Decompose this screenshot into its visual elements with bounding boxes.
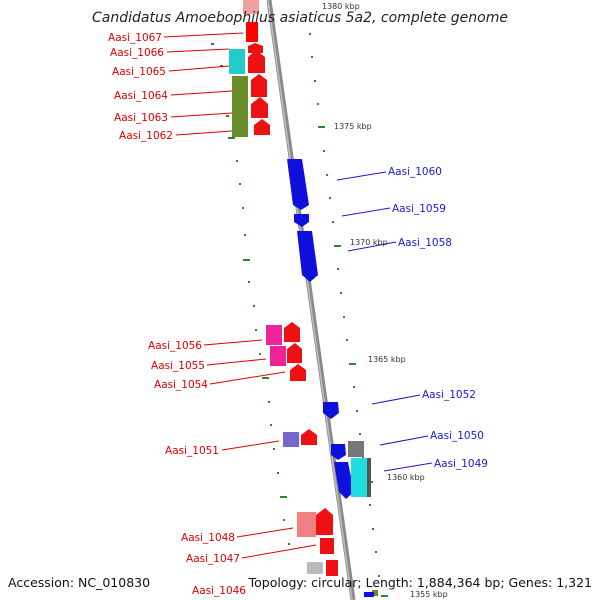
gene-block: [254, 119, 270, 135]
gene-block: [323, 402, 339, 419]
gene-block: [284, 322, 300, 342]
gene-label[interactable]: Aasi_1066: [110, 47, 164, 59]
gene-label[interactable]: Aasi_1058: [398, 237, 452, 249]
forward-genes: [229, 0, 338, 576]
reverse-genes: [287, 159, 378, 597]
gene-block: [297, 231, 318, 282]
gene-label[interactable]: Aasi_1047: [186, 553, 240, 565]
gene-block: [301, 429, 317, 445]
left-labels: Aasi_1067 Aasi_1066 Aasi_1065 Aasi_1064 …: [108, 32, 246, 597]
gene-block: [248, 43, 263, 53]
gene-block: [290, 364, 306, 381]
gene-block: [248, 50, 265, 73]
scale-label: 1380 kbp: [322, 2, 360, 11]
topology-label: Topology: circular; Length: 1,884,364 bp…: [248, 575, 592, 590]
scale-label: 1375 kbp: [334, 122, 372, 131]
scale-label: 1365 kbp: [368, 355, 406, 364]
outer-ticks: [309, 33, 388, 597]
gene-block: [326, 560, 338, 576]
gene-block: [331, 444, 346, 460]
gene-block: [232, 76, 248, 137]
gene-block: [316, 508, 333, 535]
gene-block: [294, 214, 309, 227]
left-connectors: [163, 32, 317, 559]
gene-block: [270, 346, 286, 366]
right-connectors: [336, 171, 433, 472]
gene-block: [348, 441, 364, 457]
gene-block: [251, 97, 268, 118]
scale-label: 1360 kbp: [387, 473, 425, 482]
gene-label[interactable]: Aasi_1048: [181, 532, 235, 544]
gene-label[interactable]: Aasi_1054: [154, 379, 208, 391]
scale-label: 1370 kbp: [350, 238, 388, 247]
gene-block: [297, 512, 316, 537]
gene-block: [266, 325, 282, 345]
accession-label: Accession: NC_010830: [8, 575, 151, 590]
gene-label[interactable]: Aasi_1067: [108, 32, 162, 44]
gene-block: [364, 592, 374, 597]
gene-block: [351, 458, 369, 497]
gene-label[interactable]: Aasi_1055: [151, 360, 205, 372]
gene-label[interactable]: Aasi_1064: [114, 90, 168, 102]
gene-block: [243, 0, 259, 14]
gene-block: [372, 590, 378, 596]
gene-block: [287, 159, 309, 210]
gene-label[interactable]: Aasi_1049: [434, 458, 488, 470]
gene-label[interactable]: Aasi_1052: [422, 389, 476, 401]
gene-block: [320, 538, 334, 554]
scale-label: 1355 kbp: [410, 590, 448, 599]
right-labels: Aasi_1060 Aasi_1059 Aasi_1058 Aasi_1052 …: [388, 166, 488, 470]
gene-label[interactable]: Aasi_1056: [148, 340, 202, 352]
genome-backbone-highlight: [267, 0, 353, 600]
inner-ticks: [211, 43, 290, 545]
gene-block: [283, 432, 299, 447]
genome-backbone: [266, 0, 356, 600]
gene-block: [251, 74, 267, 97]
gene-label[interactable]: Aasi_1062: [119, 130, 173, 142]
gene-block: [287, 343, 302, 363]
gene-block: [229, 49, 245, 74]
gene-label[interactable]: Aasi_1059: [392, 203, 446, 215]
gene-label[interactable]: Aasi_1050: [430, 430, 484, 442]
map-title: Candidatus Amoebophilus asiaticus 5a2, c…: [92, 10, 508, 26]
gene-block: [334, 462, 354, 499]
gene-label[interactable]: Aasi_1046: [192, 585, 246, 597]
gene-label[interactable]: Aasi_1063: [114, 112, 168, 124]
gene-block: [246, 22, 258, 42]
gene-label[interactable]: Aasi_1060: [388, 166, 442, 178]
gene-block: [307, 562, 323, 574]
gene-label[interactable]: Aasi_1051: [165, 445, 219, 457]
gene-label[interactable]: Aasi_1065: [112, 66, 166, 78]
gene-block: [367, 458, 371, 497]
